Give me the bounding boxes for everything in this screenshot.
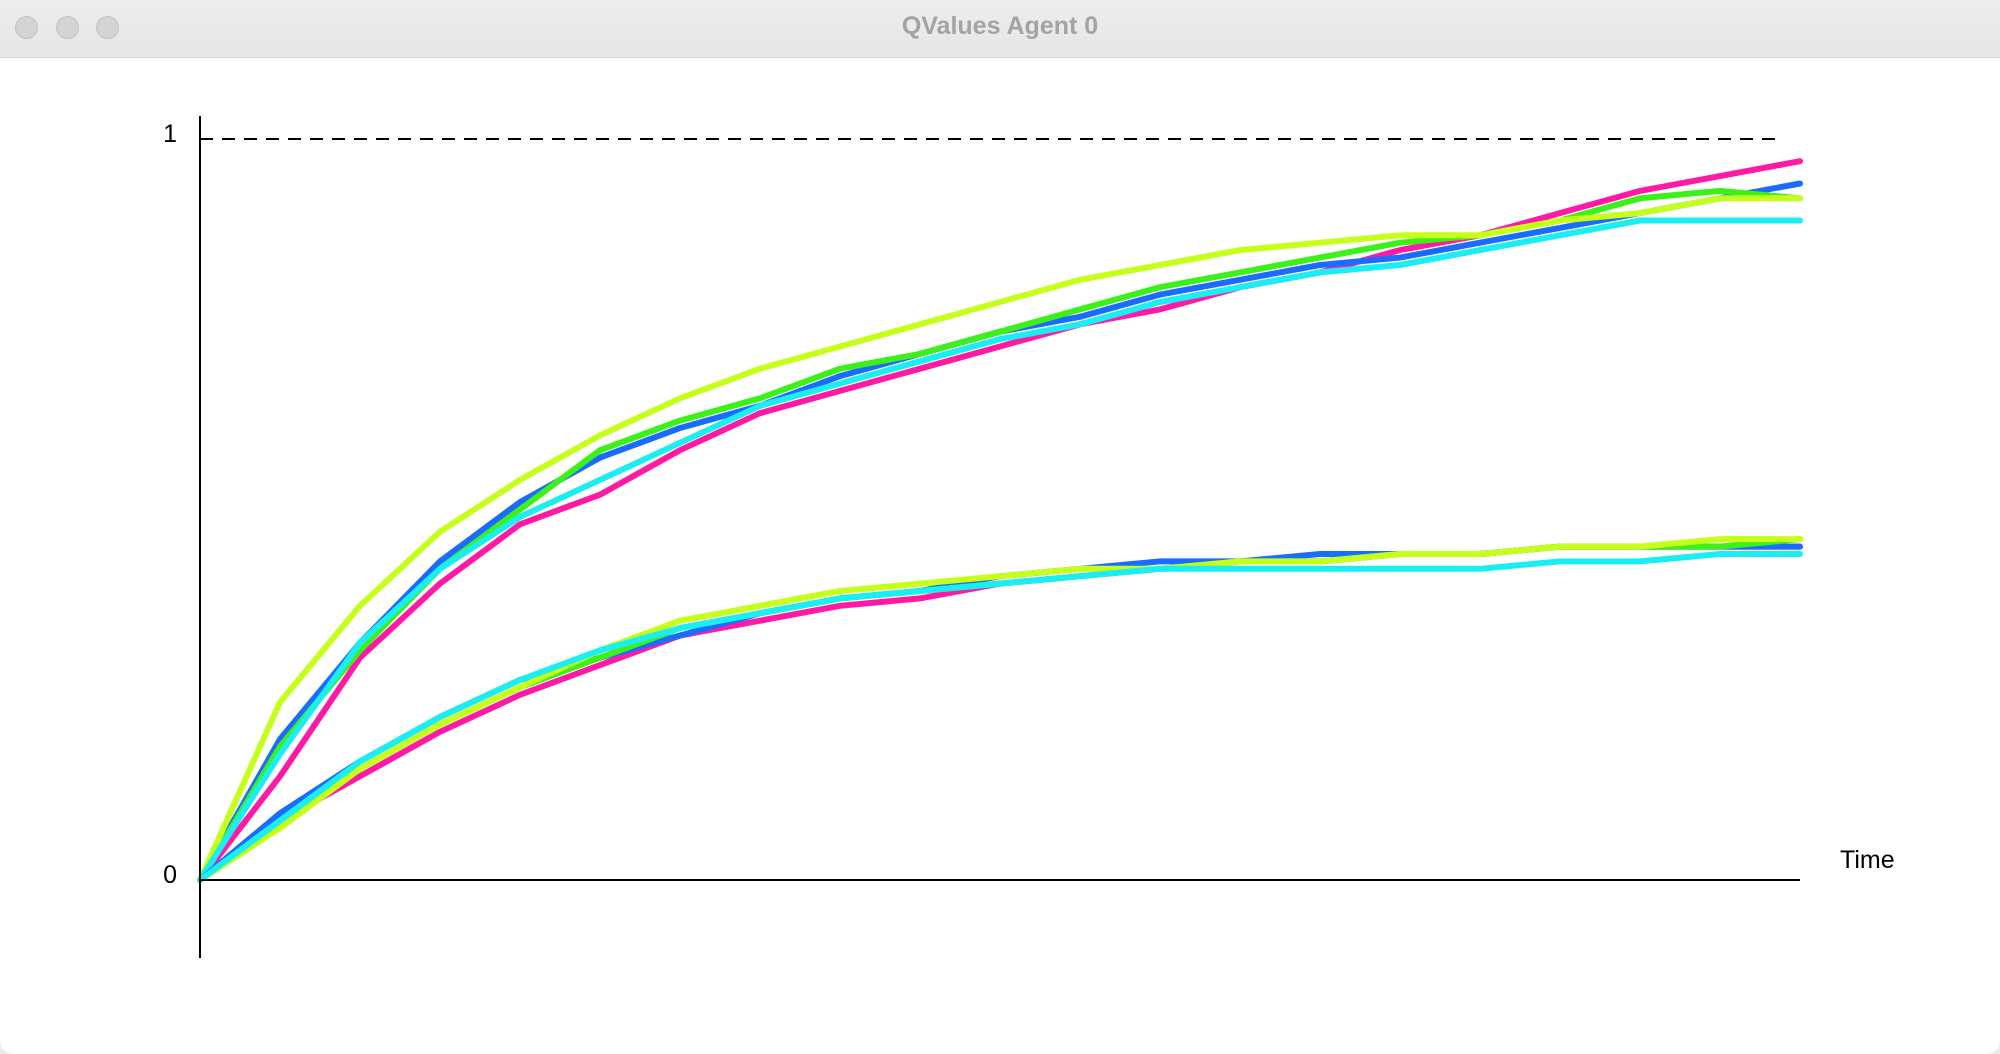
series-line-7 [197,543,1803,883]
x-axis-label: Time [1840,846,1895,874]
minimize-window-button[interactable] [56,16,79,39]
series-line-1 [197,158,1803,883]
close-window-button[interactable] [15,16,38,39]
y-tick-label-bottom: 0 [163,861,177,889]
window-title: QValues Agent 0 [901,12,1099,40]
series-lines [197,158,1803,883]
series-line-8 [197,536,1803,883]
chart-canvas: 1 0 Time [0,58,2000,1054]
y-tick-label-top: 1 [163,120,177,148]
qvalues-line-chart: 1 0 Time [163,116,1895,958]
series-line-9 [197,536,1803,883]
series-line-6 [197,543,1803,883]
series-line-10 [197,551,1803,883]
series-line-4 [197,195,1803,883]
zoom-window-button[interactable] [96,16,119,39]
title-bar[interactable]: QValues Agent 0 [0,0,2000,58]
series-line-5 [197,217,1803,883]
